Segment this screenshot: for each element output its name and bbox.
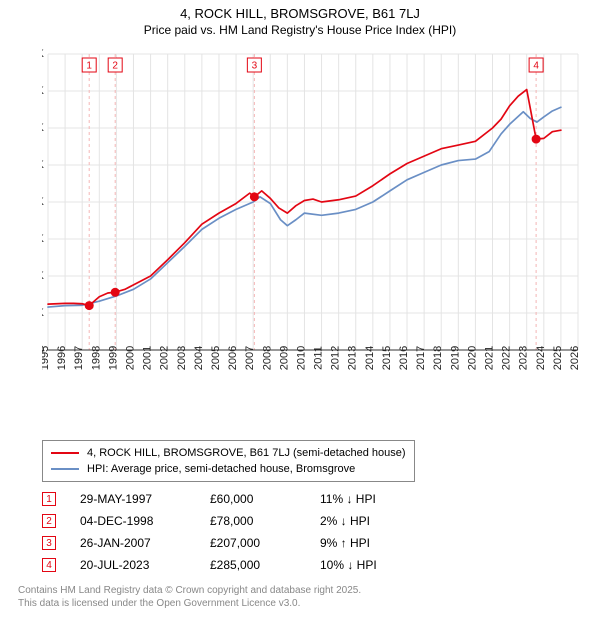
sale-date: 26-JAN-2007 (80, 536, 210, 550)
svg-text:£350K: £350K (42, 85, 45, 97)
svg-text:2001: 2001 (142, 346, 154, 370)
svg-text:2004: 2004 (193, 346, 205, 370)
svg-text:3: 3 (252, 61, 258, 72)
sale-price: £285,000 (210, 558, 320, 572)
svg-text:2025: 2025 (552, 346, 564, 370)
chart-container: 4, ROCK HILL, BROMSGROVE, B61 7LJ Price … (0, 0, 600, 620)
sale-price: £78,000 (210, 514, 320, 528)
sale-row: 1 29-MAY-1997£60,00011% ↓ HPI (42, 488, 440, 510)
legend: 4, ROCK HILL, BROMSGROVE, B61 7LJ (semi-… (42, 440, 415, 482)
sale-marker: 2 (42, 514, 56, 528)
svg-text:2005: 2005 (210, 346, 222, 370)
svg-text:£100K: £100K (42, 270, 45, 282)
sale-date: 20-JUL-2023 (80, 558, 210, 572)
legend-item: HPI: Average price, semi-detached house,… (51, 461, 406, 477)
footer-line-1: Contains HM Land Registry data © Crown c… (18, 584, 361, 597)
svg-text:2016: 2016 (398, 346, 410, 370)
svg-text:1997: 1997 (73, 346, 85, 370)
footer-attribution: Contains HM Land Registry data © Crown c… (18, 584, 361, 610)
svg-text:2: 2 (112, 61, 118, 72)
svg-text:2018: 2018 (432, 346, 444, 370)
chart-area: £0£50K£100K£150K£200K£250K£300K£350K£400… (42, 48, 584, 398)
svg-text:2022: 2022 (501, 346, 513, 370)
sale-price: £60,000 (210, 492, 320, 506)
svg-text:2017: 2017 (415, 346, 427, 370)
sale-date: 04-DEC-1998 (80, 514, 210, 528)
legend-label: 4, ROCK HILL, BROMSGROVE, B61 7LJ (semi-… (87, 447, 406, 459)
title-line-2: Price paid vs. HM Land Registry's House … (0, 23, 600, 37)
svg-text:2023: 2023 (518, 346, 530, 370)
svg-text:2008: 2008 (261, 346, 273, 370)
legend-swatch (51, 452, 79, 454)
sale-row: 3 26-JAN-2007£207,0009% ↑ HPI (42, 532, 440, 554)
svg-text:£150K: £150K (42, 233, 45, 245)
legend-label: HPI: Average price, semi-detached house,… (87, 463, 355, 475)
svg-text:1995: 1995 (42, 346, 51, 370)
sale-marker: 3 (42, 536, 56, 550)
svg-text:£250K: £250K (42, 159, 45, 171)
svg-text:4: 4 (533, 61, 539, 72)
svg-text:2012: 2012 (330, 346, 342, 370)
svg-text:2015: 2015 (381, 346, 393, 370)
sale-diff: 10% ↓ HPI (320, 558, 440, 572)
svg-text:2000: 2000 (124, 346, 136, 370)
svg-text:2013: 2013 (347, 346, 359, 370)
sale-date: 29-MAY-1997 (80, 492, 210, 506)
svg-text:2014: 2014 (364, 346, 376, 370)
line-chart-svg: £0£50K£100K£150K£200K£250K£300K£350K£400… (42, 48, 584, 398)
svg-text:2003: 2003 (176, 346, 188, 370)
svg-text:1996: 1996 (56, 346, 68, 370)
sales-table: 1 29-MAY-1997£60,00011% ↓ HPI 2 04-DEC-1998… (42, 488, 440, 576)
svg-text:1998: 1998 (90, 346, 102, 370)
sale-row: 4 20-JUL-2023£285,00010% ↓ HPI (42, 554, 440, 576)
svg-text:1: 1 (86, 61, 92, 72)
sale-row: 2 04-DEC-1998£78,0002% ↓ HPI (42, 510, 440, 532)
sale-marker: 1 (42, 492, 56, 506)
svg-text:2020: 2020 (466, 346, 478, 370)
legend-item: 4, ROCK HILL, BROMSGROVE, B61 7LJ (semi-… (51, 445, 406, 461)
sale-diff: 9% ↑ HPI (320, 536, 440, 550)
sale-marker: 4 (42, 558, 56, 572)
svg-text:1999: 1999 (107, 346, 119, 370)
svg-text:2026: 2026 (569, 346, 581, 370)
footer-line-2: This data is licensed under the Open Gov… (18, 597, 361, 610)
svg-text:2009: 2009 (278, 346, 290, 370)
svg-text:2010: 2010 (295, 346, 307, 370)
svg-text:£50K: £50K (42, 307, 45, 319)
svg-text:£200K: £200K (42, 196, 45, 208)
svg-text:2006: 2006 (227, 346, 239, 370)
svg-text:2019: 2019 (449, 346, 461, 370)
sale-price: £207,000 (210, 536, 320, 550)
sale-diff: 11% ↓ HPI (320, 492, 440, 506)
svg-text:2021: 2021 (484, 346, 496, 370)
legend-swatch (51, 468, 79, 470)
sale-diff: 2% ↓ HPI (320, 514, 440, 528)
title-block: 4, ROCK HILL, BROMSGROVE, B61 7LJ Price … (0, 0, 600, 37)
svg-text:£400K: £400K (42, 48, 45, 60)
title-line-1: 4, ROCK HILL, BROMSGROVE, B61 7LJ (0, 6, 600, 21)
svg-text:£300K: £300K (42, 122, 45, 134)
svg-text:2002: 2002 (159, 346, 171, 370)
